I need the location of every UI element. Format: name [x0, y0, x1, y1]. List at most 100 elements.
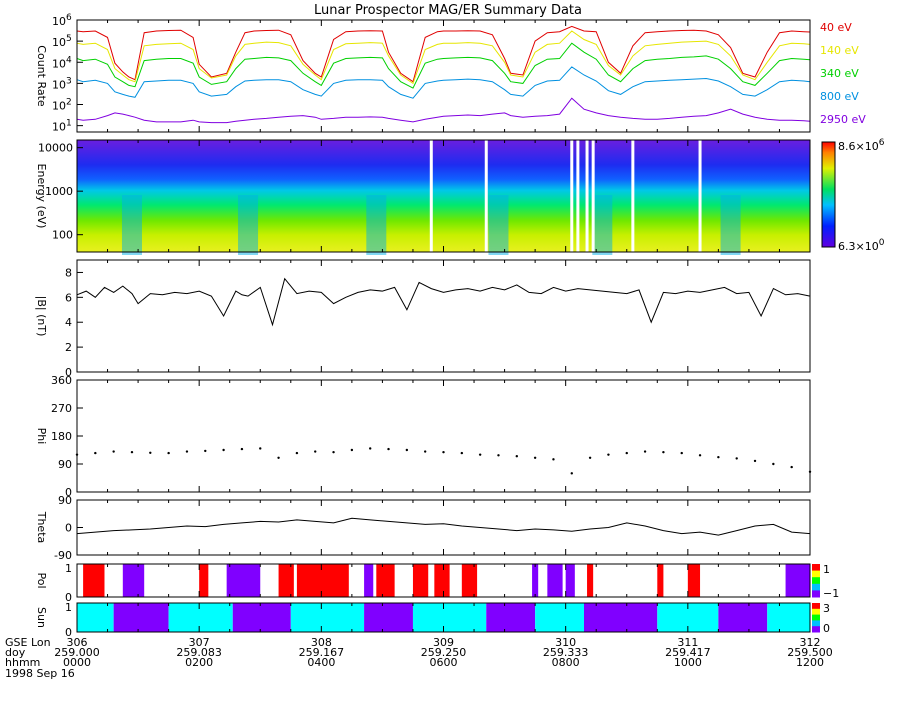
pol-colorbar-band: [812, 590, 820, 598]
y-tick-label-3: 6: [65, 291, 72, 304]
pol-segment-12: [547, 564, 563, 597]
phi-point: [94, 451, 97, 455]
spectro-dip-3: [488, 195, 509, 255]
y-tick-label-1: 1: [65, 601, 72, 614]
axis-tick-2-6: 1200: [796, 656, 824, 669]
colorbar: [821, 141, 836, 248]
phi-ylabel: Phi: [35, 428, 48, 445]
data-gap-5: [591, 140, 595, 252]
data-gap-6: [631, 140, 635, 252]
theta-line: [76, 517, 811, 536]
theta-ylabel: Theta: [35, 511, 48, 544]
axis-tick-2-2: 0400: [307, 656, 335, 669]
pol-colorbar-band: [812, 564, 820, 572]
y-tick-label-0: 0: [65, 626, 72, 639]
phi-point: [772, 462, 775, 466]
spectro-dip-4: [592, 195, 613, 255]
y-tick-label-4: 105: [52, 34, 72, 49]
phi-point: [405, 448, 409, 452]
sun-segment-7: [486, 603, 536, 632]
phi-point: [680, 451, 683, 455]
axis-tick-2-3: 0600: [430, 656, 458, 669]
phi-point: [295, 451, 299, 455]
axis-tick-2-0: 0000: [63, 656, 91, 669]
pol-segment-7: [376, 564, 395, 597]
chart-title: Lunar Prospector MAG/ER Summary Data: [314, 3, 582, 18]
phi-point: [552, 458, 555, 461]
sun-colorbar-band: [812, 620, 820, 627]
pol-segment-15: [657, 564, 664, 597]
sun-colorbar-band: [812, 614, 820, 621]
b-magnitude-frame: [76, 259, 811, 373]
axis-tick-0-2: 308: [311, 636, 332, 649]
time-axis-footer: GSE Lon 306 307 308 309 310 311 312 doy 259.000 25…: [5, 636, 833, 680]
data-gap-7: [698, 140, 702, 252]
series-line-0: [76, 25, 811, 83]
axis-tick-0-1: 307: [189, 636, 210, 649]
pol-segment-6: [364, 564, 374, 597]
y-tick-label-0: -90: [54, 549, 72, 562]
pol-colorbar-band: [812, 577, 820, 585]
sun-ylabel: Sun: [35, 607, 48, 628]
y-tick-label-1: 1000: [45, 185, 73, 198]
phi-point: [497, 454, 500, 457]
spectro-dip-5: [720, 195, 741, 255]
series-line-3: [76, 66, 811, 99]
axis-tick-1-4: 259.333: [543, 646, 589, 659]
phi-point: [662, 450, 665, 454]
y-tick-label-1: 102: [52, 98, 72, 113]
pol-segment-13: [565, 564, 575, 597]
series-line-1: [76, 30, 811, 85]
pol-ylabel: Pol: [35, 572, 48, 588]
sun-colorbar-band: [812, 603, 820, 610]
data-gap-1: [484, 140, 488, 252]
count-rate-ylabel: Count Rate: [35, 45, 48, 107]
axis-tick-1-5: 259.417: [665, 646, 711, 659]
phi-point: [533, 456, 537, 459]
pol-segment-2: [199, 564, 209, 597]
axis-tick-2-5: 1000: [674, 656, 702, 669]
phi-point: [588, 456, 592, 459]
phi-point: [130, 450, 134, 454]
y-tick-label-0: 101: [52, 119, 72, 134]
y-tick-label-3: 270: [51, 402, 72, 415]
phi-point: [698, 454, 702, 457]
energy-ylabel: Energy (eV): [35, 164, 48, 229]
axis-tick-0-5: 311: [677, 636, 698, 649]
colorbar-max-label: 8.6×106: [838, 138, 885, 153]
phi-point: [625, 451, 628, 455]
sun-segment-5: [364, 603, 413, 632]
y-tick-label-0: 0: [65, 366, 72, 379]
sun-segment-3: [232, 603, 291, 632]
y-tick-label-0: 100: [52, 229, 73, 242]
b-magnitude-panel: 0 2 4 6 8 |B| (nT): [35, 259, 811, 379]
phi-point: [515, 455, 518, 458]
pol-segment-5: [296, 564, 349, 597]
sun-segment-8: [535, 603, 584, 632]
phi-point: [277, 456, 280, 459]
phi-panel: 0 90 180 270 360 Phi: [35, 374, 812, 499]
pol-segment-1: [122, 564, 145, 597]
y-tick-label-2: 4: [65, 316, 72, 329]
phi-point: [149, 451, 152, 454]
phi-point: [808, 470, 812, 473]
phi-point: [735, 457, 738, 460]
y-tick-label-2: 10000: [38, 142, 73, 155]
phi-point: [478, 453, 482, 456]
phi-point: [75, 453, 79, 456]
sun-colorbar-top: 3: [823, 602, 830, 615]
sun-segment-4: [290, 603, 365, 632]
phi-point: [570, 472, 573, 475]
axis-row-label-1: doy: [5, 646, 26, 659]
legend-entry-1: 140 eV: [820, 44, 859, 57]
pol-segment-0: [83, 564, 105, 597]
phi-point: [240, 447, 244, 451]
theta-frame: [76, 499, 811, 556]
axis-tick-0-6: 312: [800, 636, 821, 649]
pol-colorbar-band: [812, 583, 820, 591]
phi-point: [423, 450, 427, 453]
axis-tick-0-0: 306: [67, 636, 88, 649]
pol-segment-8: [412, 564, 429, 597]
sun-segment-2: [168, 603, 233, 632]
